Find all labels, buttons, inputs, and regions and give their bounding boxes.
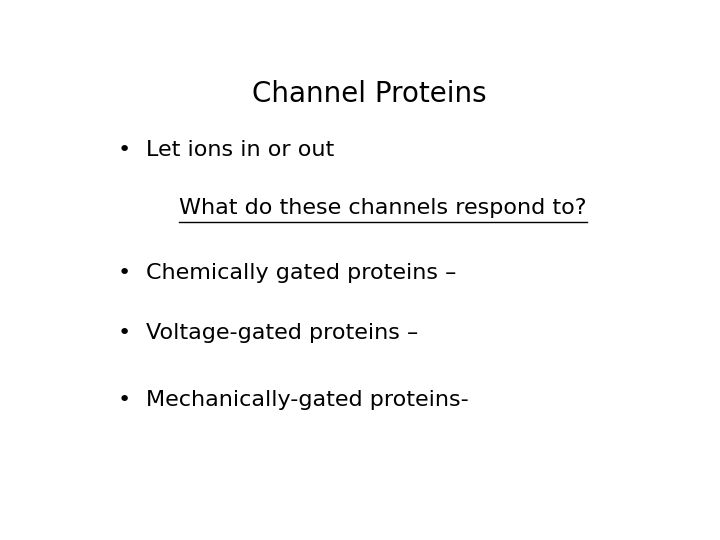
Text: Let ions in or out: Let ions in or out: [145, 140, 334, 160]
Text: Mechanically-gated proteins-: Mechanically-gated proteins-: [145, 389, 469, 409]
Text: Voltage-gated proteins –: Voltage-gated proteins –: [145, 323, 418, 343]
Text: •: •: [118, 389, 131, 409]
Text: Channel Proteins: Channel Proteins: [252, 80, 486, 108]
Text: What do these channels respond to?: What do these channels respond to?: [179, 198, 587, 218]
Text: Chemically gated proteins –: Chemically gated proteins –: [145, 262, 456, 283]
Text: •: •: [118, 262, 131, 283]
Text: •: •: [118, 323, 131, 343]
Text: •: •: [118, 140, 131, 160]
